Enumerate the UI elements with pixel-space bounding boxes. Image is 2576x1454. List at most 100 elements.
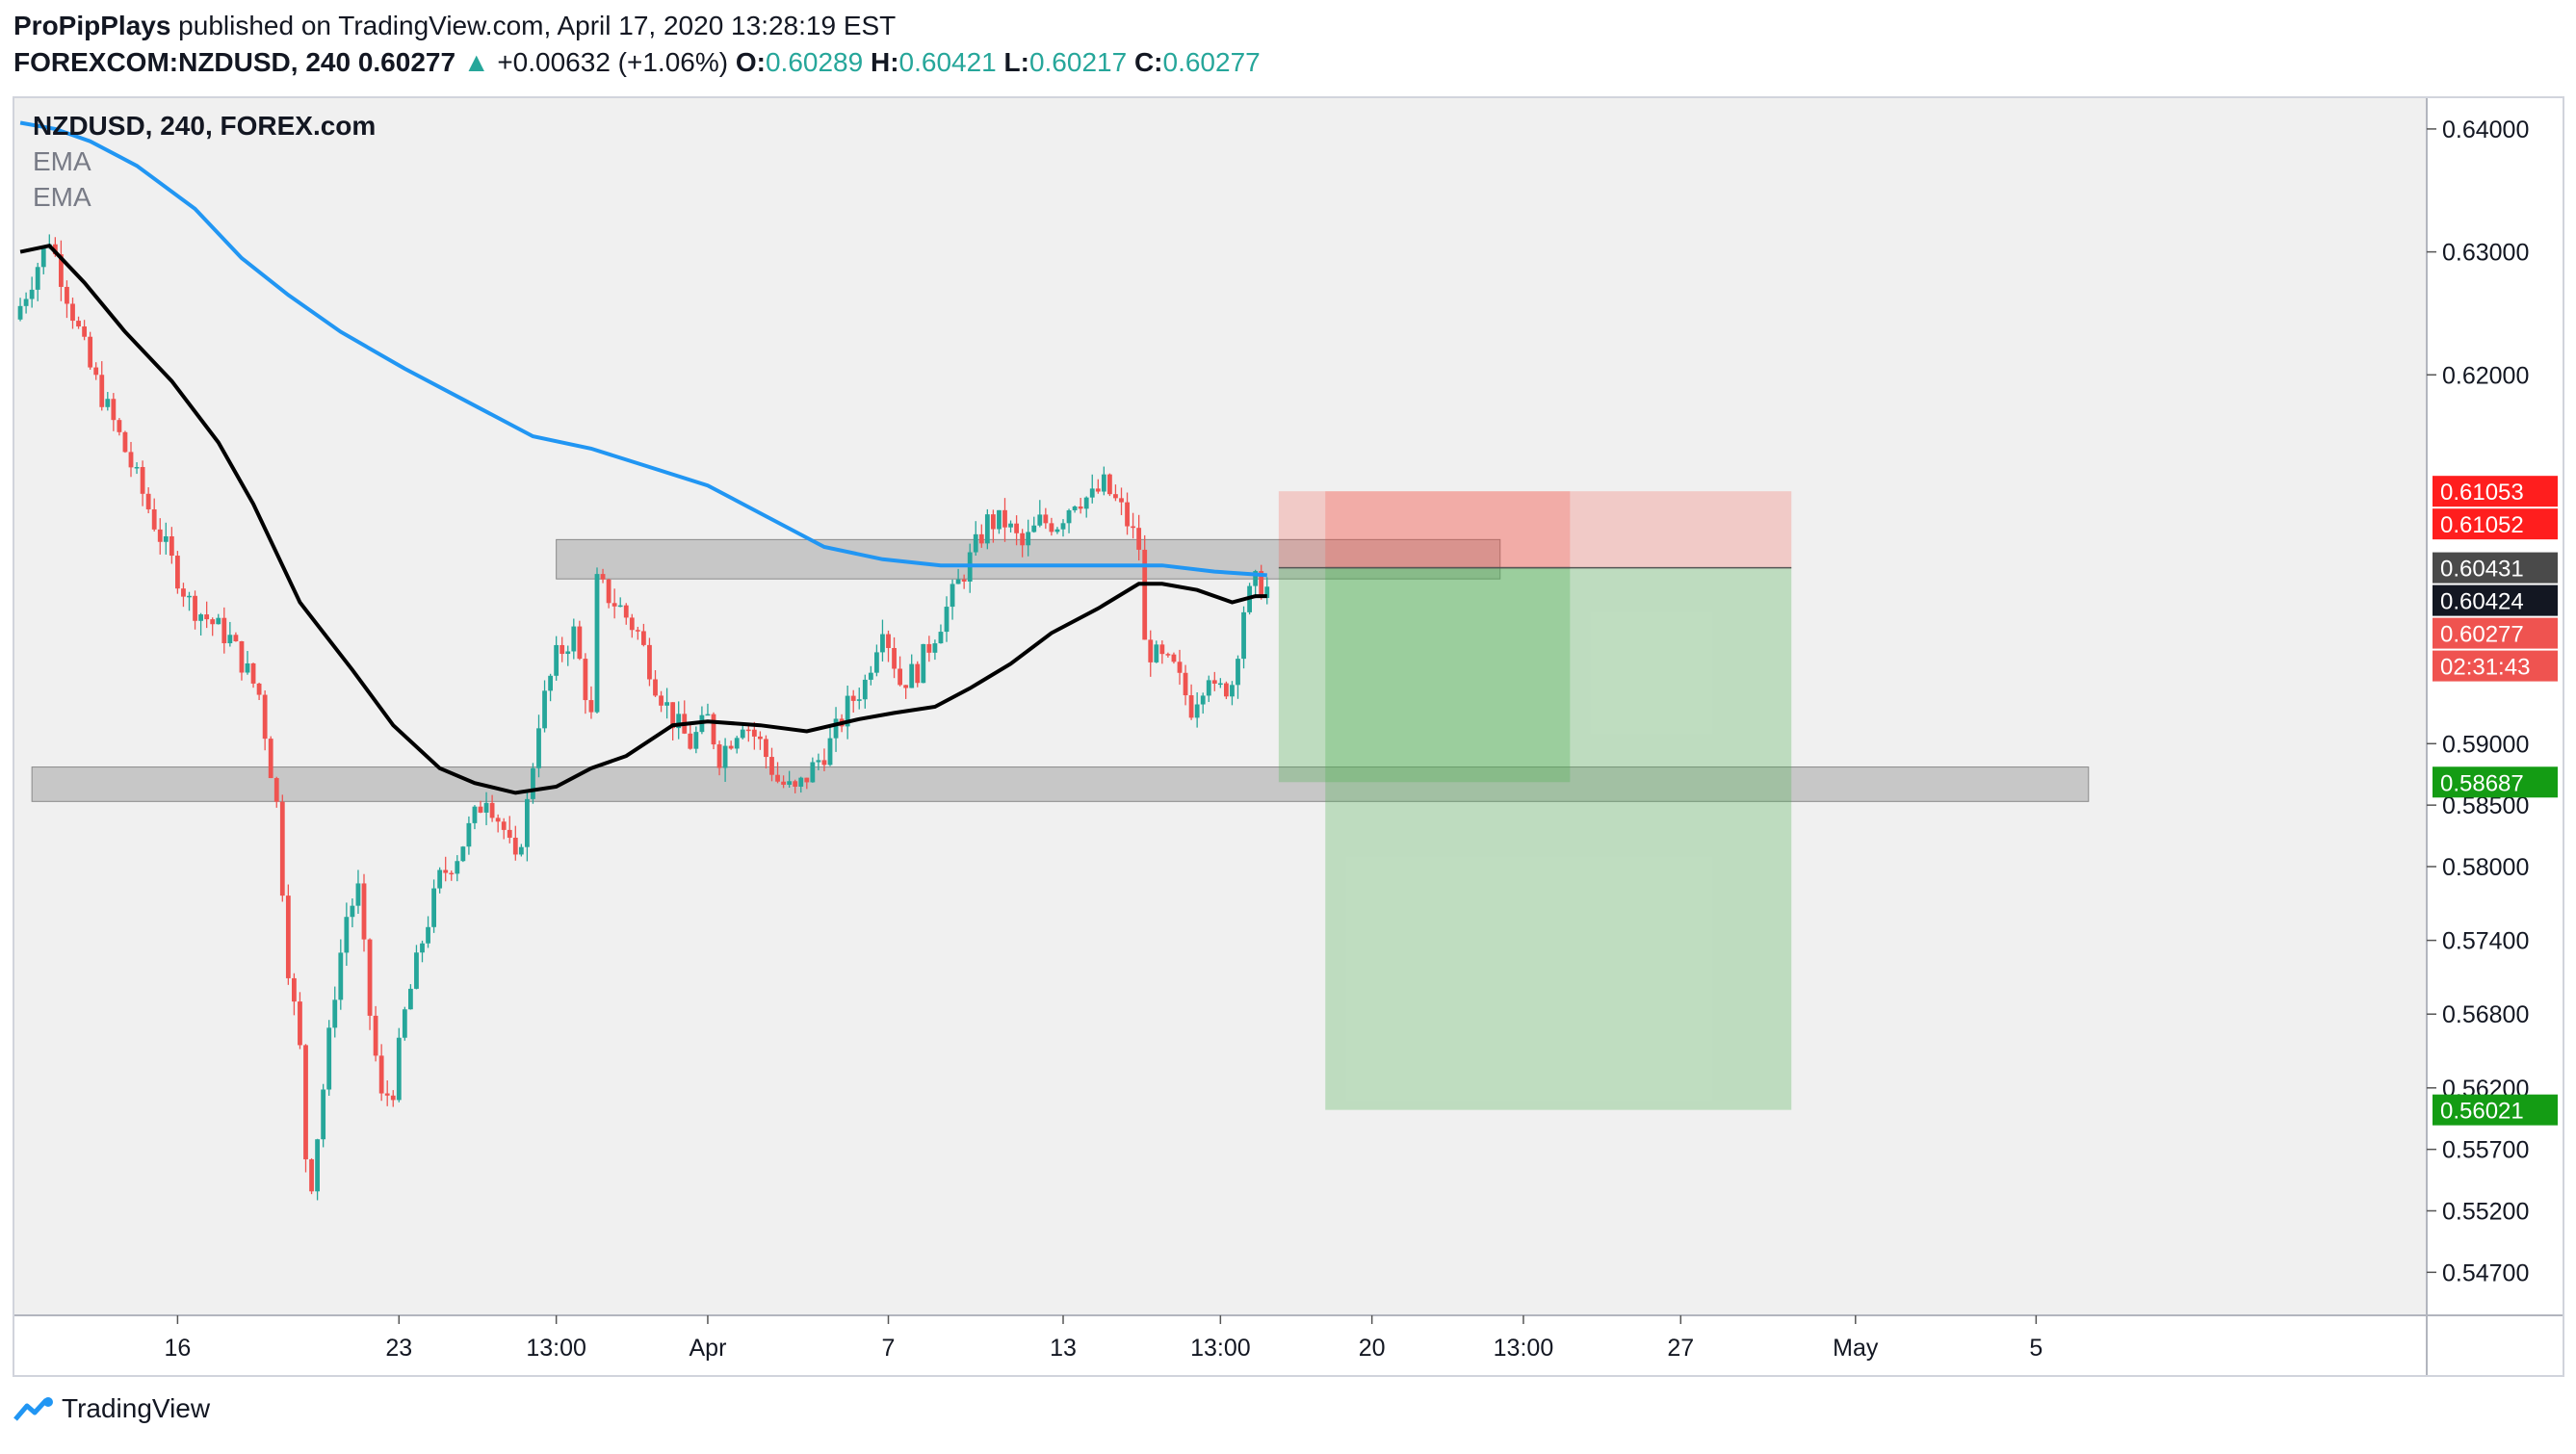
candle xyxy=(1031,516,1037,533)
candle-body xyxy=(868,672,873,680)
price-tick-label: 0.64000 xyxy=(2442,117,2529,143)
price-badge-box xyxy=(2433,508,2558,540)
candle xyxy=(338,939,344,1010)
candle-body xyxy=(1089,488,1095,498)
price-badge-stop: 0.61053 xyxy=(2433,476,2558,507)
candle xyxy=(1113,484,1118,502)
candle-body xyxy=(623,605,629,618)
candle xyxy=(367,938,373,1030)
candle xyxy=(711,712,716,750)
candle-body xyxy=(472,806,478,823)
publisher-name[interactable]: ProPipPlays xyxy=(13,11,171,40)
candle-body xyxy=(309,1158,314,1192)
candle xyxy=(384,1080,390,1106)
candle xyxy=(758,731,763,750)
legend-ema-1[interactable]: EMA xyxy=(33,146,91,176)
candle-body xyxy=(384,1093,390,1096)
candle xyxy=(734,736,740,754)
candle-body xyxy=(764,739,768,758)
candle-body xyxy=(554,644,559,676)
candle xyxy=(921,643,926,684)
candle-body xyxy=(734,738,740,749)
candle xyxy=(512,825,518,861)
candle xyxy=(874,644,879,677)
candle-body xyxy=(1241,611,1246,660)
candle-body xyxy=(227,635,233,644)
candle xyxy=(111,393,117,431)
price-badge-entry: 0.60431 xyxy=(2433,552,2558,584)
candle xyxy=(938,624,944,644)
legend-symbol[interactable]: NZDUSD, 240, FOREX.com xyxy=(33,111,377,141)
candle-body xyxy=(23,299,29,306)
candle-body xyxy=(489,802,495,818)
price-badge-countdown: 02:31:43 xyxy=(2433,650,2558,682)
candle-body xyxy=(181,588,186,597)
candle-body xyxy=(955,579,961,584)
candle xyxy=(65,280,69,319)
candle-body xyxy=(1159,644,1165,655)
candle-body xyxy=(1206,680,1211,696)
candle-body xyxy=(1224,683,1229,697)
candle xyxy=(926,636,932,662)
candle xyxy=(105,392,111,411)
candle-body xyxy=(326,1027,332,1090)
legend-ema-2[interactable]: EMA xyxy=(33,182,91,212)
candle-body xyxy=(285,896,291,978)
price-badge-label: 0.61053 xyxy=(2440,480,2524,506)
candles xyxy=(17,234,1270,1201)
candle xyxy=(245,651,250,675)
candle-body xyxy=(635,630,640,632)
candle xyxy=(273,776,279,808)
candle-body xyxy=(559,644,565,655)
footer: TradingView xyxy=(13,1393,210,1424)
candle xyxy=(193,590,197,630)
candle-body xyxy=(1083,497,1089,509)
candle xyxy=(466,816,472,855)
candle xyxy=(1060,519,1066,537)
candle xyxy=(548,673,553,702)
candle-body xyxy=(193,595,197,621)
candle-body xyxy=(82,326,87,337)
candle xyxy=(344,902,350,966)
candle-body xyxy=(1008,523,1013,528)
candle xyxy=(1154,640,1159,663)
candle-body xyxy=(1043,514,1049,524)
chart-frame[interactable] xyxy=(13,96,2564,1377)
candle-body xyxy=(361,883,367,940)
candle-body xyxy=(273,778,279,802)
price-badge-label: 0.60424 xyxy=(2440,589,2524,615)
candle xyxy=(845,686,850,740)
candle xyxy=(536,714,541,778)
candle xyxy=(804,777,810,790)
price-badge-box xyxy=(2433,1094,2558,1126)
candle xyxy=(355,870,361,915)
candle-body xyxy=(1236,659,1240,686)
candle xyxy=(1217,678,1223,688)
candle xyxy=(1107,473,1112,497)
candle xyxy=(1159,640,1165,664)
candle-body xyxy=(478,806,483,813)
candle-body xyxy=(850,695,856,701)
candle-body xyxy=(845,695,850,727)
candle xyxy=(629,613,635,638)
candle-body xyxy=(1188,695,1194,718)
candle-body xyxy=(827,738,833,766)
candle xyxy=(163,522,169,555)
price-badge-label: 0.61052 xyxy=(2440,512,2524,538)
price-tick-label: 0.56800 xyxy=(2442,1001,2529,1028)
candle xyxy=(256,682,262,701)
candle xyxy=(122,430,128,454)
candle-body xyxy=(396,1037,402,1101)
candle xyxy=(151,498,157,532)
candle-body xyxy=(256,683,262,695)
candle xyxy=(128,441,134,478)
candle xyxy=(787,770,793,789)
time-tick-label: 13:00 xyxy=(1190,1335,1251,1362)
candle xyxy=(1264,577,1270,605)
candle xyxy=(693,726,699,754)
candle xyxy=(688,724,693,750)
tradingview-logo-icon[interactable] xyxy=(13,1396,54,1421)
candle-body xyxy=(1165,654,1171,656)
candle xyxy=(17,298,23,322)
